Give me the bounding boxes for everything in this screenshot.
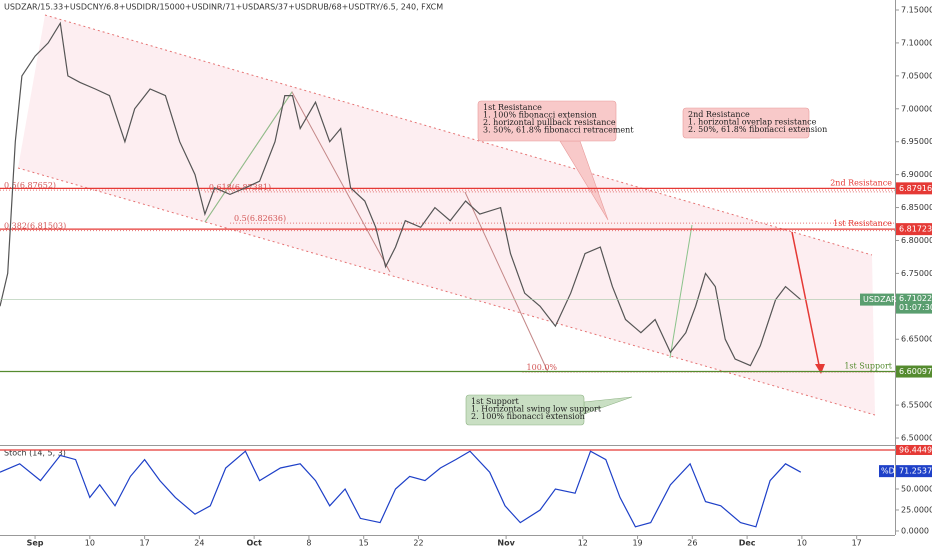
fib-label: 0.382(6.81503)	[4, 222, 66, 231]
y-tick-label: 6.80000	[901, 236, 932, 245]
fib-label: 100.0%	[527, 363, 558, 372]
x-tick-label: 10	[797, 539, 807, 548]
y-tick-label: 7.00000	[901, 104, 932, 113]
x-tick-label: Oct	[246, 539, 262, 548]
level-tag	[896, 223, 932, 236]
level-tag	[896, 365, 932, 378]
y-tick-label: 6.55000	[901, 401, 932, 410]
stoch-tick-label: 50.0000	[901, 484, 932, 493]
callout-text: 1. horizontal overlap resistance	[688, 118, 817, 127]
y-tick-label: 6.95000	[901, 137, 932, 146]
callout-text: 1st Resistance	[483, 103, 542, 112]
y-tick-label: 6.50000	[901, 434, 932, 443]
x-tick-label: 26	[687, 539, 697, 548]
channel-lower	[17, 167, 876, 416]
x-tick-label: 10	[85, 539, 95, 548]
arrow-head	[815, 364, 825, 374]
price-tag	[896, 293, 932, 314]
channel-upper	[44, 14, 873, 256]
stoch-tick-label: 0.0000	[901, 526, 929, 535]
callout-text: 1. 100% fibonacci extension	[483, 111, 597, 120]
y-tick-label: 7.15000	[901, 6, 932, 15]
stoch-label: Stoch (14, 5, 3)	[4, 449, 66, 458]
fib-label: 0.5(6.87652)	[4, 181, 56, 190]
y-tick-label: 7.05000	[901, 71, 932, 80]
level-name: 2nd Resistance	[830, 178, 892, 187]
callout-box	[465, 394, 585, 426]
stoch-level-tag	[896, 444, 932, 455]
x-tick-label: 12	[578, 539, 588, 548]
channel-fill	[18, 15, 875, 415]
fib-label: 0.618(6.87381)	[209, 183, 271, 192]
projection-arrow	[791, 231, 821, 371]
fib-label: 0.5(6.82636)	[234, 214, 286, 223]
level-name: 1st Resistance	[833, 219, 892, 228]
level-value: 6.87916	[899, 184, 932, 193]
level-value: 6.60097	[899, 367, 932, 376]
fib-path-2	[464, 191, 549, 373]
callout-text: 1st Support	[471, 397, 519, 406]
x-tick-label: 19	[632, 539, 642, 548]
stoch-current: 71.2537	[899, 467, 932, 476]
x-tick-label: 22	[413, 539, 423, 548]
x-tick-label: 24	[194, 539, 204, 548]
callout-text: 3. 50%, 61.8% fibonacci retracement	[483, 126, 634, 135]
y-tick-label: 6.65000	[901, 335, 932, 344]
stoch-level-value: 96.4449	[899, 445, 932, 454]
chart-title: USDZAR/15.33+USDCNY/6.8+USDIDR/15000+USD…	[4, 3, 443, 12]
x-tick-label: 17	[140, 539, 150, 548]
x-tick-label: 8	[306, 539, 311, 548]
stoch-name-tag	[879, 465, 894, 478]
level-tag	[896, 182, 932, 195]
x-tick-label: Sep	[27, 539, 44, 548]
last-price-tag	[860, 293, 894, 306]
y-tick-label: 6.75000	[901, 269, 932, 278]
y-tick-label: 7.10000	[901, 38, 932, 47]
level-value: 6.81723	[899, 225, 932, 234]
y-tick-label: 6.85000	[901, 203, 932, 212]
callout-text: 1. Horizontal swing low support	[471, 405, 602, 414]
price-axis	[895, 0, 932, 550]
callout-box	[682, 107, 810, 139]
callout-text: 2nd Resistance	[688, 110, 750, 119]
callout-text: 2. 50%, 61.8% fibonacci extension	[688, 125, 827, 134]
x-tick-label: Nov	[497, 539, 515, 548]
stoch-current-tag	[896, 465, 932, 478]
x-tick-label: 15	[359, 539, 369, 548]
fib-path-4	[204, 91, 293, 223]
fib-path-3	[669, 224, 693, 359]
callout-text: 2. horizontal pullback resistance	[483, 118, 616, 127]
price-line	[0, 450, 802, 528]
x-tick-label: Dec	[739, 539, 756, 548]
countdown: 01:07:30	[899, 303, 932, 312]
stoch-name: %D	[881, 467, 895, 476]
y-tick-label: 6.90000	[901, 170, 932, 179]
x-tick-label: 17	[852, 539, 862, 548]
price-value: 6.71022	[899, 294, 932, 303]
stoch-tick-label: 25.0000	[901, 505, 932, 514]
price-line	[0, 21, 802, 367]
last-price-name: USDZAR	[863, 295, 897, 304]
level-name: 1st Support	[844, 362, 892, 371]
callout-box	[477, 100, 617, 142]
callout-text: 2. 100% fibonacci extension	[471, 412, 585, 421]
